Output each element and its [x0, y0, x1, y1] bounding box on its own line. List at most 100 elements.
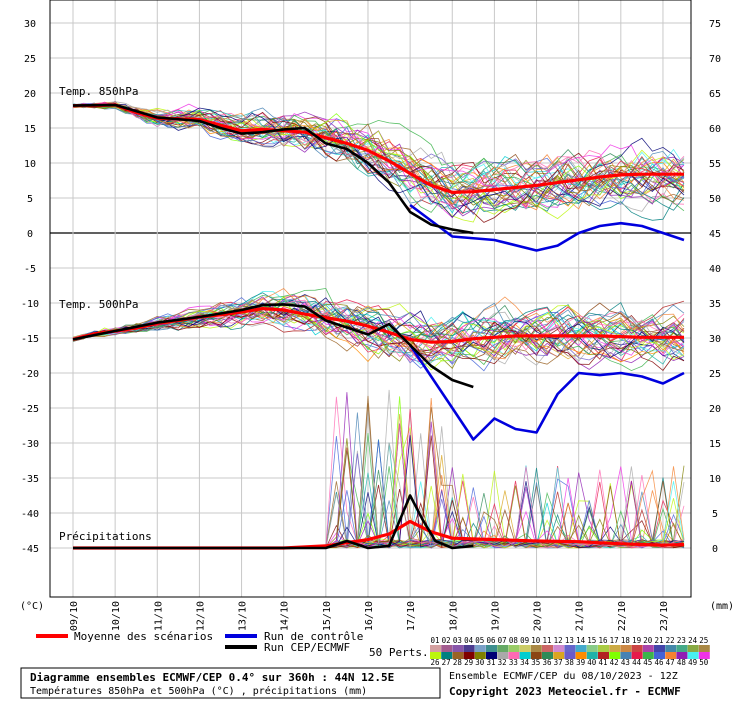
pert-code-bottom: 27 — [442, 658, 451, 667]
y-left-tick-label: -45 — [21, 544, 39, 555]
series-line-t850 — [72, 103, 474, 235]
pert-code-bottom: 28 — [453, 658, 463, 667]
legend-label-control: Run de contrôle — [264, 630, 363, 643]
y-right-tick-label: 0 — [712, 544, 718, 555]
y-right-tick-label: 55 — [709, 159, 721, 170]
y-left-tick-label: 10 — [24, 159, 36, 170]
pert-swatch-bottom — [553, 652, 565, 659]
x-tick-label: 20/10 — [533, 601, 544, 631]
y-right-tick-label: 45 — [709, 229, 721, 240]
perturbation-line — [72, 104, 685, 204]
pert-code-bottom: 33 — [509, 658, 518, 667]
pert-swatch-bottom — [620, 652, 632, 659]
perturbation-line — [72, 302, 685, 356]
x-tick-label: 23/10 — [659, 601, 670, 631]
y-right-tick-label: 5 — [712, 509, 718, 520]
perturbation-precip-line — [73, 447, 685, 549]
y-right-tick-label: 15 — [709, 439, 721, 450]
series-line-t500 — [409, 344, 685, 441]
pert-code-top: 14 — [576, 636, 586, 645]
pert-swatch-top — [564, 645, 576, 652]
pert-swatch-top — [698, 645, 710, 652]
pert-code-top: 21 — [654, 636, 663, 645]
perturbation-lines — [72, 101, 685, 550]
pert-swatch-top — [486, 645, 497, 652]
pert-swatch-bottom — [474, 652, 486, 659]
pert-code-top: 02 — [442, 636, 451, 645]
pert-swatch-bottom — [665, 652, 677, 659]
pert-code-bottom: 48 — [677, 658, 687, 667]
x-tick-label: 12/10 — [195, 601, 206, 631]
pert-code-top: 22 — [666, 636, 675, 645]
y-right-tick-label: 30 — [709, 334, 721, 345]
pert-code-bottom: 30 — [475, 658, 485, 667]
perturbation-precip-line — [73, 436, 685, 549]
pert-swatch-top — [519, 645, 531, 652]
y-right-tick-label: 60 — [709, 124, 721, 135]
panel-label-850: Temp. 850hPa — [59, 85, 138, 98]
x-tick-label: 16/10 — [364, 601, 375, 631]
pert-code-bottom: 41 — [598, 658, 607, 667]
pert-swatch-bottom — [598, 652, 609, 659]
pert-swatch-bottom — [676, 652, 688, 659]
pert-code-bottom: 40 — [587, 658, 597, 667]
pert-code-bottom: 38 — [565, 658, 575, 667]
pert-swatch-bottom — [698, 652, 710, 659]
perturbation-line — [72, 104, 685, 207]
y-right-tick-label: 50 — [709, 194, 721, 205]
perturbation-line — [72, 304, 685, 369]
pert-swatch-top — [575, 645, 587, 652]
y-right-tick-label: 25 — [709, 369, 721, 380]
y-left-tick-label: -30 — [21, 439, 39, 450]
pert-swatch-top — [542, 645, 553, 652]
pert-code-top: 20 — [643, 636, 653, 645]
y-right-tick-label: 65 — [709, 89, 721, 100]
legend-label-mean: Moyenne des scénarios — [74, 630, 213, 643]
pert-code-top: 10 — [531, 636, 541, 645]
y-left-tick-label: 25 — [24, 54, 36, 65]
x-tick-label: 10/10 — [111, 601, 122, 631]
pert-swatch-top — [452, 645, 464, 652]
title-box — [20, 667, 441, 699]
x-tick-label: 11/10 — [153, 601, 164, 631]
pert-code-top: 23 — [677, 636, 686, 645]
y-right-tick-label: 35 — [709, 299, 721, 310]
x-tick-label: 21/10 — [575, 601, 586, 631]
pert-code-top: 03 — [453, 636, 462, 645]
y-left-tick-label: -20 — [21, 369, 39, 380]
legend: Moyenne des scénarios Run de contrôle Ru… — [36, 630, 710, 667]
pert-swatch-top — [508, 645, 520, 652]
pert-swatch-top — [586, 645, 598, 652]
x-tick-label: 18/10 — [448, 601, 459, 631]
pert-code-top: 05 — [475, 636, 484, 645]
perturbation-line — [72, 102, 685, 206]
y-right-tick-label: 40 — [709, 264, 721, 275]
pert-code-top: 18 — [621, 636, 631, 645]
pert-swatch-top — [497, 645, 509, 652]
pert-swatch-top — [463, 645, 475, 652]
y-left-tick-label: -40 — [21, 509, 39, 520]
pert-code-bottom: 44 — [632, 658, 642, 667]
pert-code-bottom: 26 — [430, 658, 440, 667]
pert-code-top: 04 — [464, 636, 474, 645]
pert-swatch-top — [620, 645, 632, 652]
pert-code-bottom: 39 — [576, 658, 585, 667]
perturbation-precip-line — [73, 435, 685, 549]
y-left-unit: (°C) — [20, 601, 44, 612]
series-line-t850 — [409, 203, 685, 252]
pert-swatch-bottom — [530, 652, 542, 659]
x-tick-label: 14/10 — [280, 601, 291, 631]
pert-swatch-bottom — [542, 652, 553, 659]
x-tick-label: 09/10 — [69, 601, 80, 631]
pert-swatch-bottom — [463, 652, 475, 659]
perturbation-line — [72, 103, 685, 205]
chart-title: Diagramme ensembles ECMWF/CEP 0.4° sur 3… — [30, 671, 394, 684]
pert-code-bottom: 47 — [666, 658, 675, 667]
perturbation-line — [72, 300, 685, 360]
y-right-tick-label: 70 — [709, 54, 721, 65]
pert-code-top: 12 — [554, 636, 563, 645]
pert-swatch-top — [665, 645, 677, 652]
pert-swatch-bottom — [654, 652, 665, 659]
